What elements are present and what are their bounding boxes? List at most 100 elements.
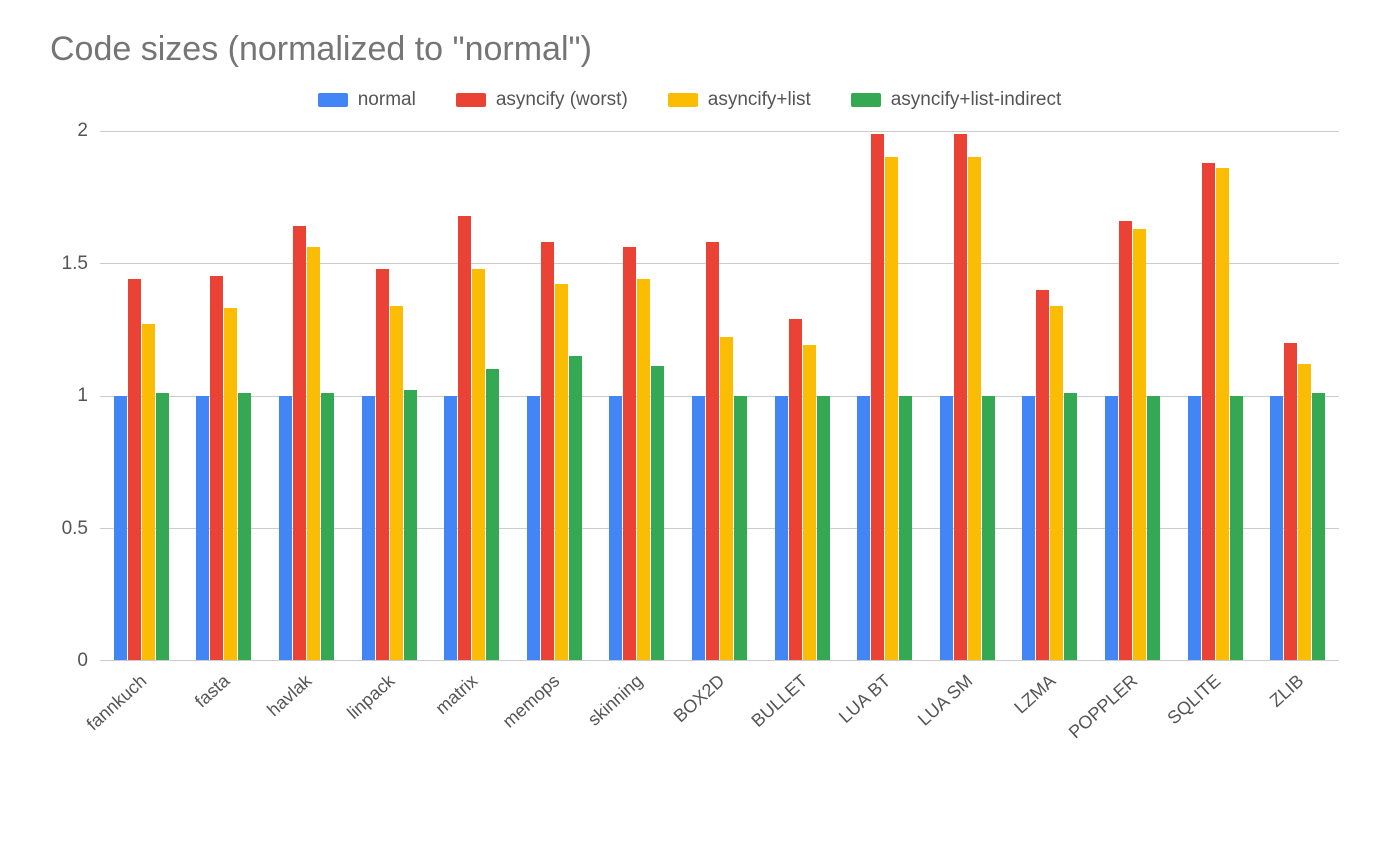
x-axis: fannkuchfastahavlaklinpackmatrixmemopssk… xyxy=(100,661,1339,791)
bar xyxy=(444,396,457,661)
bar xyxy=(196,396,209,661)
chart-legend: normal asyncify (worst) asyncify+list as… xyxy=(40,89,1339,111)
bar xyxy=(720,337,733,660)
legend-item-asyncify-worst: asyncify (worst) xyxy=(456,89,628,111)
category-group xyxy=(1174,131,1257,660)
x-tick-label: LUA BT xyxy=(835,671,895,728)
legend-label: asyncify+list-indirect xyxy=(891,89,1062,111)
plot-wrapper: 00.511.52 xyxy=(40,131,1339,661)
bar xyxy=(555,284,568,660)
bar xyxy=(307,247,320,660)
bar xyxy=(706,242,719,660)
bar xyxy=(527,396,540,661)
category-group xyxy=(100,131,183,660)
plot-area xyxy=(100,131,1339,661)
x-label-slot: BULLET xyxy=(761,661,844,791)
bar xyxy=(871,134,884,660)
category-group xyxy=(1009,131,1092,660)
category-group xyxy=(761,131,844,660)
x-tick-label: linpack xyxy=(343,671,399,724)
bar xyxy=(1022,396,1035,661)
x-label-slot: ZLIB xyxy=(1256,661,1339,791)
bar xyxy=(238,393,251,660)
legend-swatch xyxy=(456,93,486,107)
bar xyxy=(940,396,953,661)
bar xyxy=(472,269,485,660)
bar xyxy=(899,396,912,661)
bar xyxy=(210,276,223,660)
bar xyxy=(1312,393,1325,660)
x-label-slot: SQLITE xyxy=(1174,661,1257,791)
bar xyxy=(1270,396,1283,661)
x-tick-label: havlak xyxy=(264,671,317,721)
category-group xyxy=(678,131,761,660)
category-group xyxy=(926,131,1009,660)
x-label-slot: linpack xyxy=(348,661,431,791)
bar xyxy=(279,396,292,661)
category-group xyxy=(265,131,348,660)
bar xyxy=(156,393,169,660)
bar xyxy=(803,345,816,660)
legend-item-normal: normal xyxy=(318,89,416,111)
x-tick-label: BOX2D xyxy=(670,671,729,727)
legend-swatch xyxy=(668,93,698,107)
bar xyxy=(775,396,788,661)
bar xyxy=(982,396,995,661)
bar xyxy=(1064,393,1077,660)
y-tick-label: 1 xyxy=(77,385,88,407)
bar xyxy=(954,134,967,660)
x-label-slot: havlak xyxy=(265,661,348,791)
code-sizes-chart: Code sizes (normalized to "normal") norm… xyxy=(0,0,1379,852)
category-group xyxy=(596,131,679,660)
bar xyxy=(293,226,306,660)
bar xyxy=(1119,221,1132,660)
bar xyxy=(486,369,499,660)
y-axis: 00.511.52 xyxy=(40,131,100,661)
bar xyxy=(1284,343,1297,660)
category-group xyxy=(843,131,926,660)
bar xyxy=(637,279,650,660)
legend-label: normal xyxy=(358,89,416,111)
category-group xyxy=(1256,131,1339,660)
x-label-slot: BOX2D xyxy=(678,661,761,791)
bar xyxy=(224,308,237,660)
category-group xyxy=(1091,131,1174,660)
x-label-slot: memops xyxy=(513,661,596,791)
bar xyxy=(362,396,375,661)
x-tick-label: LZMA xyxy=(1010,671,1060,719)
bar xyxy=(1147,396,1160,661)
x-label-slot: POPPLER xyxy=(1091,661,1174,791)
bar xyxy=(1105,396,1118,661)
x-tick-label: fannkuch xyxy=(83,671,151,735)
bar xyxy=(1230,396,1243,661)
bar xyxy=(623,247,636,660)
bar xyxy=(1202,163,1215,660)
bar xyxy=(692,396,705,661)
bar xyxy=(404,390,417,660)
bar xyxy=(114,396,127,661)
bar xyxy=(817,396,830,661)
x-tick-label: ZLIB xyxy=(1265,671,1307,712)
bar xyxy=(1298,364,1311,660)
y-tick-label: 0.5 xyxy=(62,518,88,540)
bar xyxy=(857,396,870,661)
bar xyxy=(789,319,802,660)
x-tick-label: matrix xyxy=(431,671,481,719)
category-group xyxy=(430,131,513,660)
legend-label: asyncify (worst) xyxy=(496,89,628,111)
bar xyxy=(458,216,471,660)
bar xyxy=(541,242,554,660)
bar xyxy=(1133,229,1146,660)
x-label-slot: LUA BT xyxy=(843,661,926,791)
bar xyxy=(1036,290,1049,660)
category-group xyxy=(513,131,596,660)
category-group xyxy=(183,131,266,660)
x-label-slot: fannkuch xyxy=(100,661,183,791)
legend-swatch xyxy=(851,93,881,107)
y-tick-label: 2 xyxy=(77,120,88,142)
bar xyxy=(734,396,747,661)
bar xyxy=(885,157,898,660)
legend-label: asyncify+list xyxy=(708,89,811,111)
category-group xyxy=(348,131,431,660)
bar xyxy=(651,366,664,660)
